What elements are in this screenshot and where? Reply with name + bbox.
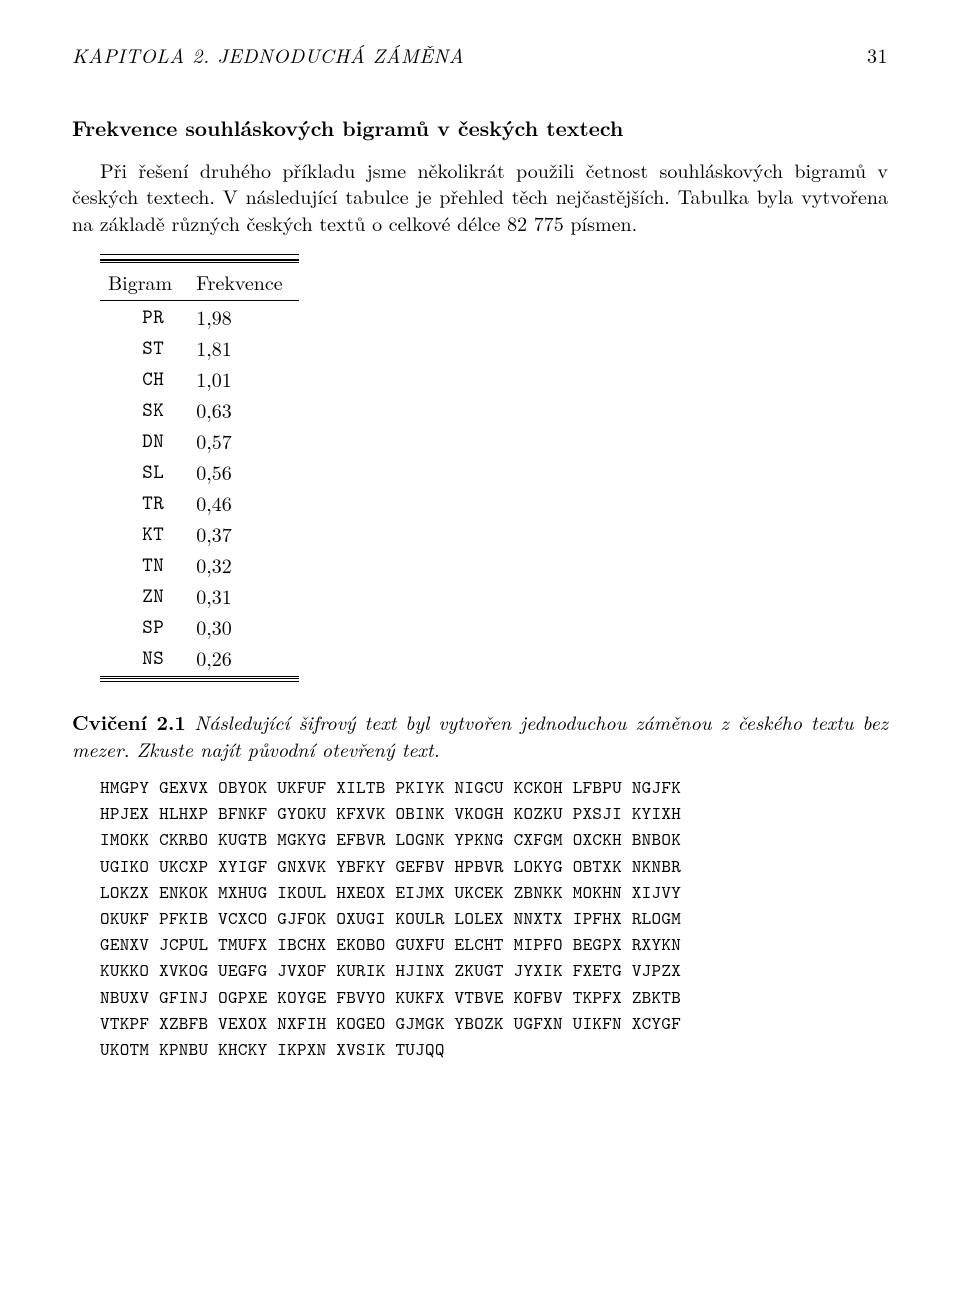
running-header: KAPITOLA 2. JEDNODUCHÁ ZÁMĚNA 31	[72, 40, 888, 69]
bigram-cell: DN	[100, 425, 188, 456]
table-header-row: Bigram Frekvence	[100, 262, 299, 301]
section-title: Frekvence souhláskových bigramů v českýc…	[72, 113, 888, 143]
frequency-cell: 0,57	[188, 425, 298, 456]
table-row: CH1,01	[100, 363, 299, 394]
bigram-cell: ZN	[100, 580, 188, 611]
frequency-cell: 1,81	[188, 332, 298, 363]
bigram-frequency-table: Bigram Frekvence PR1,98ST1,81CH1,01SK0,6…	[100, 260, 299, 679]
table-row: NS0,26	[100, 642, 299, 678]
frequency-cell: 0,37	[188, 518, 298, 549]
table-row: ST1,81	[100, 332, 299, 363]
bigram-cell: CH	[100, 363, 188, 394]
bigram-cell: PR	[100, 301, 188, 333]
table-row: SP0,30	[100, 611, 299, 642]
bigram-cell: SL	[100, 456, 188, 487]
bigram-cell: ST	[100, 332, 188, 363]
table-row: TN0,32	[100, 549, 299, 580]
exercise-text: Následující šifrový text byl vytvořen je…	[72, 707, 888, 762]
frequency-cell: 0,32	[188, 549, 298, 580]
bigram-cell: KT	[100, 518, 188, 549]
frequency-cell: 0,26	[188, 642, 298, 678]
exercise-label: Cvičení 2.1	[72, 707, 186, 736]
exercise-block: Cvičení 2.1 Následující šifrový text byl…	[72, 709, 888, 762]
frequency-cell: 1,01	[188, 363, 298, 394]
bigram-cell: SK	[100, 394, 188, 425]
bigram-cell: NS	[100, 642, 188, 678]
frequency-cell: 0,46	[188, 487, 298, 518]
table-row: PR1,98	[100, 301, 299, 333]
bigram-cell: TR	[100, 487, 188, 518]
frequency-cell: 0,63	[188, 394, 298, 425]
frequency-cell: 0,31	[188, 580, 298, 611]
page-number: 31	[867, 40, 888, 69]
paragraph-text: Při řešení druhého příkladu jsme několik…	[72, 157, 888, 236]
bigram-cell: TN	[100, 549, 188, 580]
table-row: SL0,56	[100, 456, 299, 487]
table-row: TR0,46	[100, 487, 299, 518]
col-header-frequency: Frekvence	[188, 262, 298, 301]
frequency-cell: 1,98	[188, 301, 298, 333]
frequency-cell: 0,56	[188, 456, 298, 487]
cipher-text-block: HMGPY GEXVX OBYOK UKFUF XILTB PKIYK NIGC…	[100, 774, 888, 1062]
bigram-table-wrap: Bigram Frekvence PR1,98ST1,81CH1,01SK0,6…	[100, 254, 299, 682]
frequency-cell: 0,30	[188, 611, 298, 642]
section-paragraph: Při řešení druhého příkladu jsme několik…	[72, 157, 888, 236]
table-row: SK0,63	[100, 394, 299, 425]
chapter-label: KAPITOLA 2. JEDNODUCHÁ ZÁMĚNA	[72, 40, 464, 69]
table-row: KT0,37	[100, 518, 299, 549]
table-row: DN0,57	[100, 425, 299, 456]
col-header-bigram: Bigram	[100, 262, 188, 301]
bigram-cell: SP	[100, 611, 188, 642]
table-row: ZN0,31	[100, 580, 299, 611]
